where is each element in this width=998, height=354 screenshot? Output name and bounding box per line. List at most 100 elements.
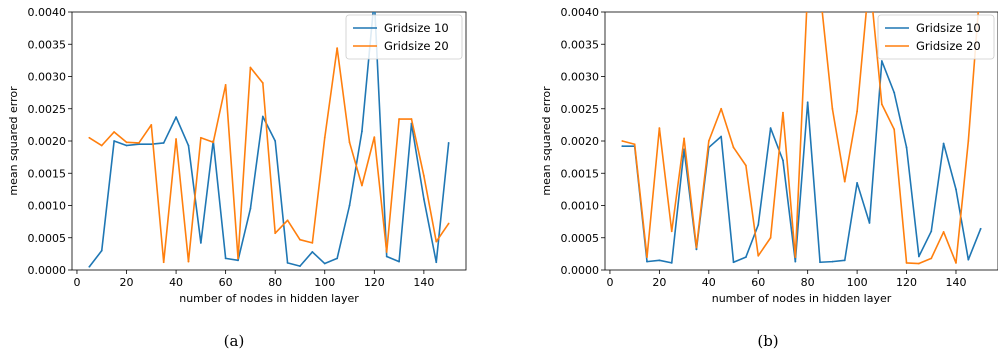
legend-label: Gridsize 10 xyxy=(916,21,981,35)
x-tick-label: 0 xyxy=(606,276,613,289)
data-point xyxy=(979,227,982,230)
data-point xyxy=(212,141,215,144)
data-point xyxy=(782,111,784,114)
data-point xyxy=(348,141,351,144)
legend-box xyxy=(877,14,995,60)
data-point xyxy=(398,118,400,120)
data-point xyxy=(893,128,896,131)
data-point xyxy=(942,231,945,233)
data-point xyxy=(361,130,363,133)
data-point xyxy=(695,248,698,251)
y-tick-label: 0.0005 xyxy=(561,232,600,245)
x-tick-label: 40 xyxy=(169,276,183,289)
y-tick-label: 0.0020 xyxy=(561,135,600,148)
data-point xyxy=(757,223,760,226)
data-point xyxy=(782,159,784,162)
data-point xyxy=(435,240,438,243)
data-point xyxy=(769,127,772,129)
y-tick-label: 0.0030 xyxy=(561,71,600,84)
legend-label: Gridsize 20 xyxy=(384,39,449,53)
data-point xyxy=(670,230,673,233)
data-point xyxy=(831,260,834,263)
data-point xyxy=(150,123,153,126)
data-point xyxy=(336,257,339,260)
data-point xyxy=(646,260,648,263)
data-point xyxy=(237,257,239,260)
data-point xyxy=(447,142,450,144)
y-axis-label: mean squared error xyxy=(7,86,20,196)
data-point xyxy=(905,262,908,264)
legend: Gridsize 10 Gridsize 20 xyxy=(345,14,463,60)
data-point xyxy=(274,140,277,142)
y-tick-label: 0.0035 xyxy=(561,38,600,51)
data-point xyxy=(930,257,933,260)
data-point xyxy=(695,246,698,249)
data-point xyxy=(720,107,723,110)
data-point xyxy=(125,141,128,144)
chart-panel-b: 0 20 40 60 80 100 120 140 0.0000 0.0005 0.0010 0.00… xyxy=(540,6,998,350)
data-point xyxy=(732,261,735,264)
data-point xyxy=(311,242,314,244)
data-point xyxy=(138,142,140,144)
legend: Gridsize 10 Gridsize 20 xyxy=(877,14,995,60)
x-tick-label: 20 xyxy=(120,276,134,289)
x-tick-label: 40 xyxy=(702,276,716,289)
y-tick-label: 0.0000 xyxy=(561,264,600,277)
data-point xyxy=(967,140,970,142)
data-point xyxy=(658,259,661,262)
data-point xyxy=(286,262,289,264)
data-point xyxy=(633,143,636,146)
data-point xyxy=(744,164,747,167)
legend-label: Gridsize 20 xyxy=(916,39,981,53)
data-point xyxy=(794,260,797,263)
y-tick-label: 0.0025 xyxy=(28,103,67,116)
data-point xyxy=(88,265,91,268)
data-point xyxy=(150,143,153,146)
data-point xyxy=(757,254,760,257)
y-tick-label: 0.0010 xyxy=(561,200,600,213)
chart-panel-a: 0 20 40 60 80 100 120 140 0.0000 0.0005 0.0010 0.00… xyxy=(7,6,467,350)
data-point xyxy=(348,204,351,207)
data-point xyxy=(125,144,128,147)
data-point xyxy=(880,103,883,106)
y-tick-label: 0.0010 xyxy=(28,200,67,213)
x-tick-label: 60 xyxy=(219,276,233,289)
panel-caption: (a) xyxy=(224,332,245,350)
data-point xyxy=(385,251,388,253)
data-point xyxy=(187,144,190,147)
data-point xyxy=(843,180,846,183)
legend-box xyxy=(345,14,463,60)
x-tick-label: 120 xyxy=(364,276,385,289)
data-point xyxy=(261,82,264,84)
data-point xyxy=(918,262,920,265)
data-point xyxy=(621,140,624,142)
data-point xyxy=(806,101,809,104)
y-tick-label: 0.0020 xyxy=(28,135,67,148)
y-tick-label: 0.0005 xyxy=(28,232,67,245)
y-tick-label: 0.0015 xyxy=(561,167,600,180)
data-point xyxy=(670,262,673,264)
data-point xyxy=(732,146,735,149)
data-point xyxy=(819,261,821,264)
x-tick-label: 100 xyxy=(847,276,868,289)
x-tick-label: 80 xyxy=(268,276,282,289)
panel-caption: (b) xyxy=(757,332,778,350)
data-point xyxy=(88,136,91,139)
data-point xyxy=(744,256,747,258)
data-point xyxy=(162,142,165,144)
y-tick-label: 0.0040 xyxy=(561,6,600,19)
data-point xyxy=(100,249,103,252)
data-point xyxy=(720,135,723,138)
data-point xyxy=(274,232,277,235)
series-line-gridsize-20 xyxy=(88,47,450,264)
plot-area xyxy=(621,12,982,265)
legend-label: Gridsize 10 xyxy=(384,21,449,35)
data-point xyxy=(918,255,920,258)
data-point xyxy=(683,137,685,140)
series-line-gridsize-10 xyxy=(88,12,450,268)
series-line-gridsize-10 xyxy=(622,60,982,264)
x-axis-label: number of nodes in hidden layer xyxy=(179,292,359,305)
data-point xyxy=(138,143,140,146)
data-point xyxy=(113,140,116,142)
data-point xyxy=(385,255,388,258)
